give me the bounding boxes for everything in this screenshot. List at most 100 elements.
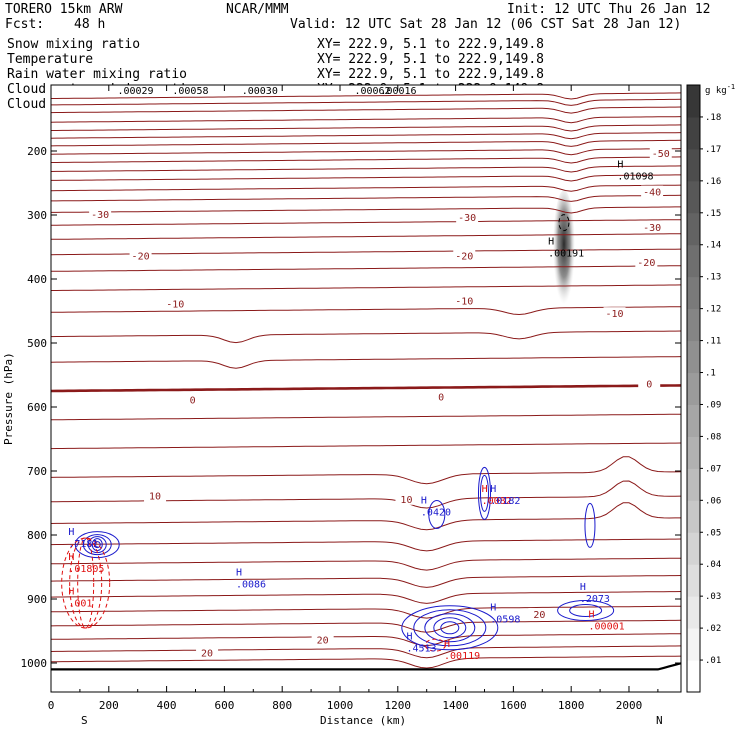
colorbar-bin — [687, 148, 700, 182]
isotherm-line — [51, 124, 681, 132]
rain-water-contour — [77, 537, 95, 629]
cloud-water-contour — [424, 613, 476, 643]
plot-frame — [50, 84, 682, 693]
colorbar-tick-label: .14 — [705, 241, 721, 251]
isotherm-line — [51, 655, 681, 669]
isotherm-label-bg — [635, 256, 658, 268]
colorbar-bin — [687, 564, 700, 597]
x-tick-label: 800 — [272, 699, 292, 712]
isotherm-label: -30 — [91, 210, 109, 221]
colorbar-bin — [687, 596, 700, 629]
isotherm-label-bg — [453, 294, 476, 307]
colorbar-bin — [687, 116, 700, 150]
isotherm-line — [51, 165, 681, 173]
cloud-water-contour — [413, 609, 487, 647]
colorbar-tick-label: .11 — [705, 337, 721, 347]
max-value-label: .00062 — [354, 86, 390, 97]
colorbar-bin — [687, 340, 700, 374]
colorbar: .01 .02 .03 .04 .05 .06 .07 .08 .09 .1 .11 .12 .13 .1… — [686, 84, 721, 693]
isotherm-label: -30 — [458, 213, 476, 224]
max-value-label: .00016 — [380, 86, 416, 97]
isotherm-line — [51, 92, 681, 100]
x-axis: 0 200 400 600 800 1000 1200 1400 1600 1800 2000 — [48, 85, 659, 712]
isotherm-label-bg — [638, 377, 661, 390]
x-tick-label: 400 — [157, 699, 177, 712]
rain-water-contour — [61, 537, 111, 629]
max-value-label: .0420 — [421, 508, 451, 519]
isotherm-label-bg — [528, 608, 551, 620]
valid-time: Valid: 12 UTC Sat 28 Jan 12 (06 CST Sat … — [290, 17, 681, 32]
y-tick-label: 700 — [27, 465, 47, 478]
colorbar-bin — [687, 212, 700, 246]
cloud-water-contour — [74, 531, 120, 559]
colorbar-frame — [686, 84, 701, 693]
x-tick-label: 1600 — [500, 699, 527, 712]
isotherm-label: -20 — [637, 258, 655, 269]
isotherm-label: 0 — [438, 392, 444, 403]
isotherm-line — [51, 538, 681, 552]
y-tick-label: 600 — [27, 401, 47, 414]
isotherm-line — [51, 139, 681, 147]
colorbar-tick-label: .16 — [705, 177, 721, 187]
max-value-label: .0082 — [482, 496, 512, 507]
isotherm-line — [51, 219, 681, 226]
max-marker-H: H — [589, 610, 595, 621]
colorbar-unit: g kg-1 — [705, 83, 735, 96]
max-value-label: .2073 — [580, 594, 610, 605]
max-marker-H: H — [406, 631, 412, 642]
isotherm-line — [51, 116, 681, 124]
cloud-water-contour — [477, 466, 491, 520]
isotherm-label: 20 — [533, 610, 545, 621]
max-value-label: .00029 — [117, 86, 153, 97]
isotherm-line — [51, 384, 681, 393]
isotherm-label-bg — [395, 492, 418, 505]
max-marker-H: H — [421, 496, 427, 507]
field-xy: XY= 222.9, 5.1 to 222.9,149.8 — [317, 37, 544, 52]
x-tick-label: 600 — [214, 699, 234, 712]
isotherm-line — [51, 645, 681, 659]
isotherm-line — [51, 330, 681, 344]
isotherm-label: -10 — [606, 309, 624, 320]
isotherm-label: -50 — [652, 149, 670, 160]
isotherm-line — [51, 442, 681, 450]
isotherm-line — [51, 633, 681, 647]
isotherm-label-bg — [311, 633, 334, 646]
isotherm-line — [51, 413, 681, 421]
cloud-water-contour — [479, 474, 489, 512]
colorbar-tick-label: .15 — [705, 209, 721, 219]
max-value-label: .00030 — [242, 86, 278, 97]
isotherm-label-bg — [456, 211, 479, 224]
field-name: Snow mixing ratio — [7, 37, 140, 52]
isotherm-label-bg — [641, 220, 664, 233]
model-title: TORERO 15km ARW — [5, 2, 123, 17]
colorbar-bin — [687, 308, 700, 342]
colorbar-bin — [687, 532, 700, 565]
x-tick-label: 1000 — [327, 699, 354, 712]
isotherm-line — [51, 98, 681, 106]
cloud-water-contour — [557, 600, 615, 622]
isotherm-line — [51, 148, 681, 156]
isotherm-line — [51, 156, 681, 164]
max-marker-H: H — [580, 582, 586, 593]
fcst-value: 48 h — [74, 17, 105, 32]
isotherm-line — [51, 265, 681, 272]
isotherm-label: -20 — [455, 252, 473, 263]
isotherm-line — [51, 174, 681, 182]
max-marker-H: H — [68, 527, 74, 538]
colorbar-bin — [687, 372, 700, 405]
max-marker-H: H — [490, 602, 496, 613]
max-value-label: .001 — [68, 598, 92, 609]
x-tick-label: 0 — [48, 699, 55, 712]
isotherm-line — [51, 206, 681, 214]
x-tick-label: 1400 — [442, 699, 469, 712]
cloud-water-contour — [401, 605, 499, 651]
isotherm-label: -10 — [166, 300, 184, 311]
max-marker-H: H — [482, 484, 488, 495]
colorbar-tick-label: .13 — [705, 273, 721, 283]
isotherm-label-bg — [649, 147, 672, 160]
plot-contents: -50 -40 -30 -30 -30 -20 -20 -20 -10 -10 -10 0 0 0 10 10… — [51, 86, 681, 671]
field-xy: XY= 222.9, 5.1 to 222.9,149.8 — [317, 67, 544, 82]
isotherm-label: 20 — [317, 636, 329, 647]
